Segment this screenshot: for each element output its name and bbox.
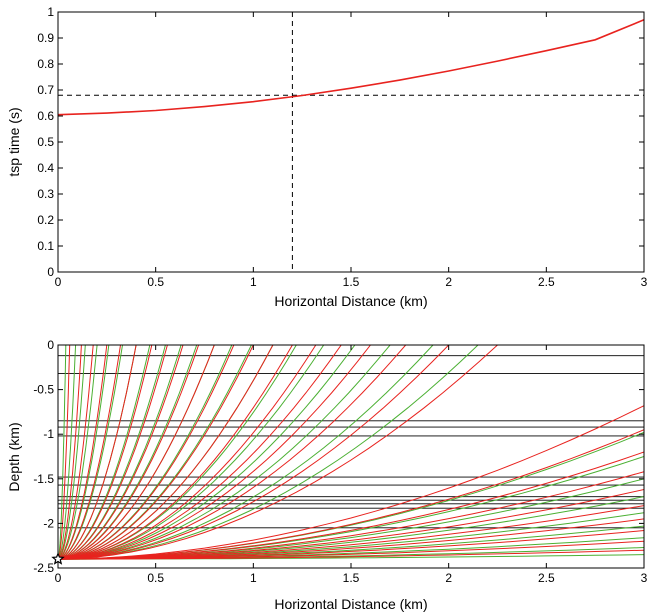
x-tick-label: 0 (55, 571, 62, 585)
p-wave-ray (58, 549, 644, 560)
y-tick-label: -2.5 (33, 561, 54, 575)
y-tick-label: 0.5 (37, 135, 54, 149)
x-tick-label: 1 (250, 275, 257, 289)
y-tick-label: -1 (43, 427, 54, 441)
x-tick-label: 1.5 (343, 275, 360, 289)
x-tick-label: 3 (641, 571, 648, 585)
p-wave-ray (58, 345, 137, 560)
p-wave-ray (58, 345, 450, 560)
p-wave-ray (58, 345, 94, 560)
p-wave-ray (58, 345, 293, 560)
y-tick-label: 1 (47, 5, 54, 19)
x-ticks-1: 0 0.5 1 1.5 2 2.5 3 (55, 12, 648, 289)
y-ticks-2: -2.5 -2 -1.5 -1 -0.5 0 (33, 338, 644, 575)
y-axis-label-1: tsp time (s) (6, 107, 22, 176)
source-star-icon (51, 551, 65, 565)
p-wave-ray (58, 345, 200, 560)
x-axis-label-2: Horizontal Distance (km) (274, 596, 427, 612)
x-tick-label: 2 (445, 571, 452, 585)
series-layer-1 (57, 19, 645, 116)
y-tick-label: 0.4 (37, 161, 54, 175)
p-wave-ray (58, 451, 644, 560)
p-wave-ray (58, 405, 644, 560)
p-wave-ray (58, 345, 342, 560)
s-wave-ray (58, 345, 77, 560)
reference-dashed-lines (58, 12, 644, 272)
p-wave-ray (58, 345, 407, 560)
s-wave-ray (58, 345, 86, 560)
y-tick-label: 0.2 (37, 213, 54, 227)
s-wave-ray (58, 345, 391, 560)
p-wave-ray (58, 345, 121, 560)
plot-area-1 (58, 12, 644, 272)
y-tick-label: 0.7 (37, 83, 54, 97)
source-marker (51, 551, 65, 565)
y-tick-label: 0.3 (37, 187, 54, 201)
s-wave-ray (58, 345, 356, 560)
x-tick-label: 2 (445, 275, 452, 289)
x-ticks-2: 0 0.5 1 1.5 2 2.5 3 (55, 345, 648, 585)
p-wave-ray (58, 471, 644, 560)
y-tick-label: 0.1 (37, 239, 54, 253)
x-axis-label-1: Horizontal Distance (km) (274, 293, 427, 309)
x-tick-label: 0.5 (147, 275, 164, 289)
p-wave-ray (58, 345, 254, 560)
p-wave-ray (58, 345, 153, 560)
p-wave-ray (58, 345, 371, 560)
p-wave-ray (58, 345, 235, 560)
y-ticks-1: 0 0.1 0.2 0.3 0.4 0.5 0.6 0.7 0.8 0.9 1 (37, 5, 644, 279)
s-wave-ray (58, 345, 67, 560)
y-tick-label: -1.5 (33, 472, 54, 486)
y-tick-label: 0 (47, 265, 54, 279)
y-tick-label: 0.9 (37, 31, 54, 45)
p-wave-ray (58, 429, 644, 560)
p-wave-ray (58, 345, 317, 560)
x-tick-label: 3 (641, 275, 648, 289)
x-tick-label: 0.5 (147, 571, 164, 585)
p-wave-ray (58, 345, 168, 560)
p-wave-ray (58, 345, 71, 560)
ray-path-panel: 0 0.5 1 1.5 2 2.5 3 -2.5 -2 -1.5 -1 -0.5 0 Horizont… (6, 338, 648, 612)
s-wave-ray (58, 345, 479, 560)
s-wave-ray (58, 345, 98, 560)
y-tick-label: 0.6 (37, 109, 54, 123)
y-tick-label: 0.8 (37, 57, 54, 71)
p-wave-ray (58, 345, 274, 560)
p-wave-ray (58, 345, 184, 560)
p-wave-ray (58, 345, 215, 560)
p-wave-ray (58, 345, 108, 560)
x-tick-label: 0 (55, 275, 62, 289)
x-tick-label: 1 (250, 571, 257, 585)
x-tick-label: 1.5 (343, 571, 360, 585)
y-axis-label-2: Depth (km) (6, 422, 22, 491)
travel-time-panel: 0 0.5 1 1.5 2 2.5 3 00.10.20.30.40.50.60.70.80… (6, 5, 648, 309)
x-tick-label: 2.5 (538, 571, 555, 585)
y-tick-label: 0 (47, 338, 54, 352)
p-wave-ray (58, 345, 82, 560)
p-wave-ray (58, 345, 498, 560)
x-tick-label: 2.5 (538, 275, 555, 289)
tsp-curve (57, 19, 645, 116)
y-tick-label: -0.5 (33, 383, 54, 397)
ray-paths (58, 345, 644, 560)
y-tick-label: -2 (43, 516, 54, 530)
